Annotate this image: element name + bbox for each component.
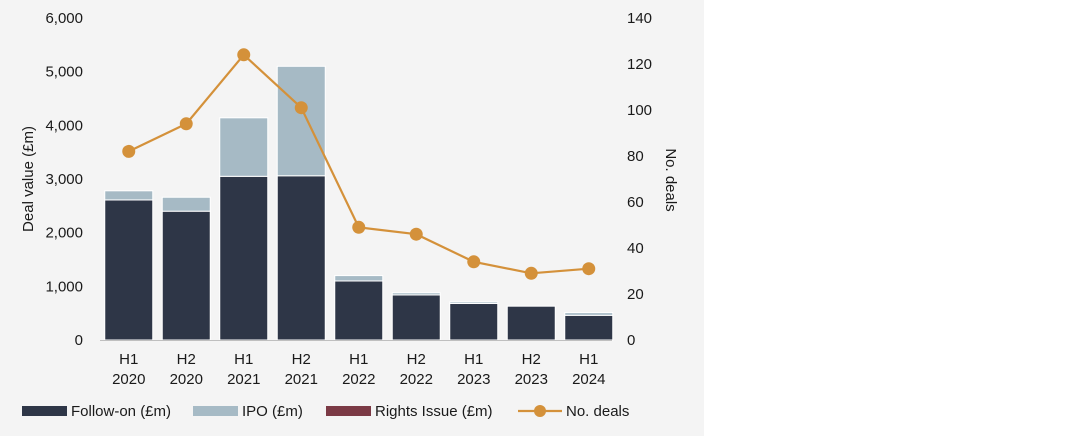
legend-label: Rights Issue (£m) (375, 403, 493, 420)
y2-tick-label: 20 (627, 286, 644, 303)
legend-label: Follow-on (£m) (71, 403, 171, 420)
x-tick-label: H1 (579, 351, 598, 368)
bar-follow-on (449, 303, 499, 341)
y-tick-label: 6,000 (45, 10, 83, 27)
y2-tick-label: 0 (627, 332, 635, 349)
x-tick-label-year: 2023 (457, 371, 490, 388)
x-tick-label-year: 2023 (515, 371, 548, 388)
x-tick-label-year: 2022 (342, 371, 375, 388)
y2-tick-label: 40 (627, 240, 644, 257)
x-tick-label: H1 (234, 351, 253, 368)
x-tick-label: H2 (292, 351, 311, 368)
x-tick-label-year: 2020 (112, 371, 145, 388)
deals-point (294, 101, 308, 115)
x-tick-label: H2 (407, 351, 426, 368)
y-tick-label: 0 (75, 332, 83, 349)
deals-point (467, 255, 481, 269)
legend-label: No. deals (566, 403, 629, 420)
y-tick-label: 3,000 (45, 171, 83, 188)
bar-follow-on (506, 305, 556, 341)
x-tick-label: H2 (177, 351, 196, 368)
bar-follow-on (334, 280, 384, 341)
x-tick-label: H1 (464, 351, 483, 368)
bar-ipo (219, 117, 269, 177)
bar-follow-on (391, 294, 441, 341)
legend-swatch (22, 406, 67, 416)
deals-point (352, 220, 366, 234)
x-tick-label: H1 (349, 351, 368, 368)
bar-follow-on (219, 175, 269, 341)
y-tick-label: 2,000 (45, 225, 83, 242)
x-tick-label-year: 2024 (572, 371, 605, 388)
x-tick-label-year: 2022 (400, 371, 433, 388)
y-tick-label: 1,000 (45, 278, 83, 295)
deals-point (582, 262, 596, 276)
bar-ipo (391, 292, 441, 296)
bar-ipo (334, 275, 384, 282)
bar-follow-on (276, 175, 326, 341)
x-tick-label-year: 2020 (170, 371, 203, 388)
legend-label: IPO (£m) (242, 403, 303, 420)
y2-tick-label: 80 (627, 148, 644, 165)
legend-swatch (193, 406, 238, 416)
deals-point (409, 227, 423, 241)
y-tick-label: 4,000 (45, 117, 83, 134)
deals-point (179, 117, 193, 131)
y-tick-label: 5,000 (45, 64, 83, 81)
bar-ipo (564, 312, 614, 316)
x-tick-label: H2 (522, 351, 541, 368)
legend-swatch-marker (534, 405, 546, 417)
chart-panel: 6,000 5,000 4,000 3,000 2,000 1,000 0 140 120 100… (0, 0, 704, 436)
bar-ipo (276, 65, 326, 177)
x-tick-label-year: 2021 (285, 371, 318, 388)
y2-axis-title: No. deals (662, 148, 679, 211)
bar-follow-on (104, 199, 154, 341)
x-tick-label: H1 (119, 351, 138, 368)
bar-ipo (104, 190, 154, 201)
deals-point (237, 48, 251, 62)
bar-ipo (449, 301, 499, 305)
y2-tick-label: 120 (627, 56, 652, 73)
deal-value-chart: 6,000 5,000 4,000 3,000 2,000 1,000 0 140 120 100… (20, 10, 679, 420)
legend-swatch (326, 406, 371, 416)
deals-point (524, 266, 538, 280)
y-axis-title: Deal value (£m) (20, 126, 37, 232)
x-tick-label-year: 2021 (227, 371, 260, 388)
y2-tick-label: 140 (627, 10, 652, 27)
y2-tick-label: 100 (627, 102, 652, 119)
deals-point (122, 144, 136, 158)
y2-tick-label: 60 (627, 194, 644, 211)
bar-ipo (161, 196, 211, 212)
bar-follow-on (161, 210, 211, 341)
bar-follow-on (564, 314, 614, 341)
